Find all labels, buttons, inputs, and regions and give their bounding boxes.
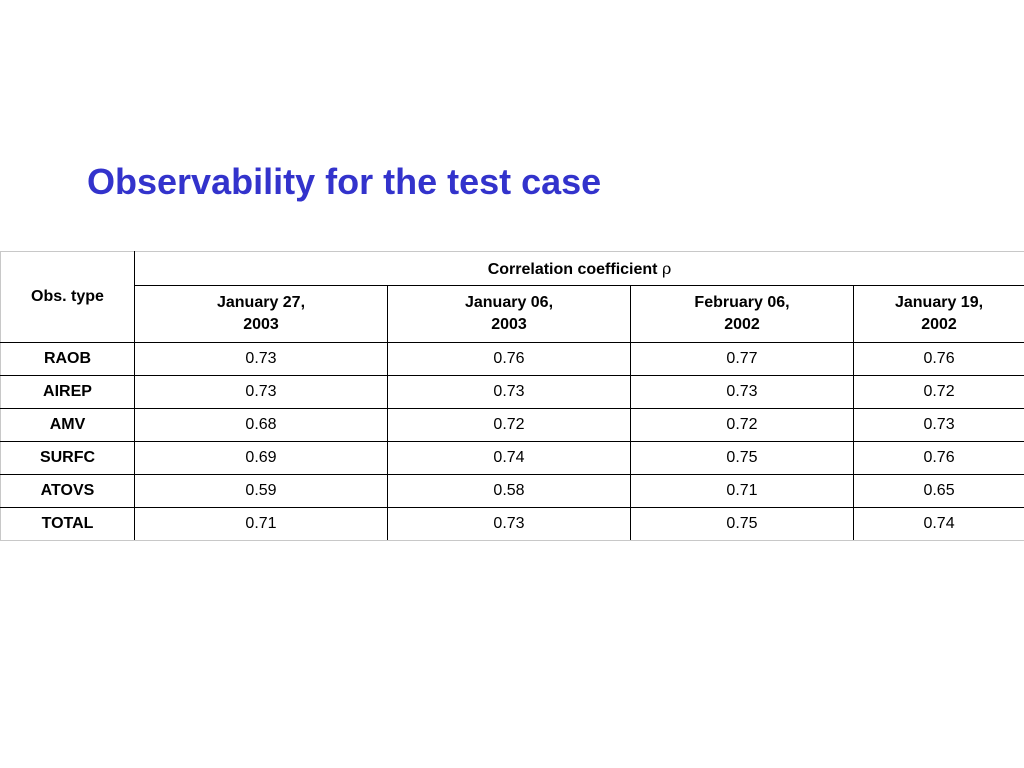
value-cell: 0.68: [134, 408, 388, 442]
value-cell: 0.69: [134, 441, 388, 475]
value-cell: 0.72: [387, 408, 631, 442]
date-header: January 06, 2003: [387, 285, 631, 343]
correlation-coefficient-label: Correlation coefficient: [487, 260, 658, 278]
value-cell: 0.76: [387, 342, 631, 376]
value-cell: 0.58: [387, 474, 631, 508]
obs-type-header: Obs. type: [0, 251, 135, 343]
table-header-row: Obs. type Correlation coefficient ρ: [0, 251, 1024, 343]
table-row: RAOB 0.73 0.76 0.77 0.76: [0, 342, 1024, 376]
value-cell: 0.65: [852, 474, 1024, 508]
value-cell: 0.71: [630, 474, 854, 508]
obs-type-cell: ATOVS: [0, 474, 135, 508]
value-cell: 0.77: [630, 342, 854, 376]
value-cell: 0.73: [387, 375, 631, 409]
value-cell: 0.74: [852, 507, 1024, 541]
value-cell: 0.73: [134, 375, 388, 409]
date-header: January 27, 2003: [134, 285, 388, 343]
obs-type-cell: TOTAL: [0, 507, 135, 541]
date-header-row: January 27, 2003 January 06, 2003 Februa…: [1, 285, 1024, 343]
value-cell: 0.73: [387, 507, 631, 541]
date-header-line2: 2002: [921, 316, 957, 333]
value-cell: 0.75: [630, 507, 854, 541]
value-cell: 0.73: [852, 408, 1024, 442]
correlation-table: Obs. type Correlation coefficient ρ Janu…: [0, 251, 1024, 541]
date-header-line1: January 19,: [894, 294, 984, 311]
value-cell: 0.76: [852, 342, 1024, 376]
table-row: TOTAL 0.71 0.73 0.75 0.74: [0, 507, 1024, 541]
obs-type-cell: AMV: [0, 408, 135, 442]
table-row: AMV 0.68 0.72 0.72 0.73: [0, 408, 1024, 442]
value-cell: 0.76: [852, 441, 1024, 475]
date-header-line1: February 06,: [694, 294, 790, 311]
value-cell: 0.71: [134, 507, 388, 541]
table-row: SURFC 0.69 0.74 0.75 0.76: [0, 441, 1024, 475]
slide-title: Observability for the test case: [87, 161, 602, 202]
value-cell: 0.73: [630, 375, 854, 409]
value-cell: 0.72: [852, 375, 1024, 409]
obs-type-cell: AIREP: [0, 375, 135, 409]
rho-symbol: ρ: [661, 258, 672, 278]
obs-type-cell: RAOB: [0, 342, 135, 376]
date-header-line2: 2003: [491, 316, 527, 333]
obs-type-cell: SURFC: [0, 441, 135, 475]
table-row: AIREP 0.73 0.73 0.73 0.72: [0, 375, 1024, 409]
value-cell: 0.75: [630, 441, 854, 475]
date-header: February 06, 2002: [630, 285, 854, 343]
table-row: ATOVS 0.59 0.58 0.71 0.65: [0, 474, 1024, 508]
date-header-line1: January 27,: [216, 294, 306, 311]
date-header: January 19, 2002: [852, 285, 1024, 343]
value-cell: 0.74: [387, 441, 631, 475]
date-header-line2: 2002: [724, 316, 760, 333]
date-header-line1: January 06,: [464, 294, 554, 311]
date-header-line2: 2003: [243, 316, 279, 333]
value-cell: 0.73: [134, 342, 388, 376]
value-cell: 0.59: [134, 474, 388, 508]
value-cell: 0.72: [630, 408, 854, 442]
correlation-coefficient-header: Correlation coefficient ρ: [133, 251, 1024, 286]
